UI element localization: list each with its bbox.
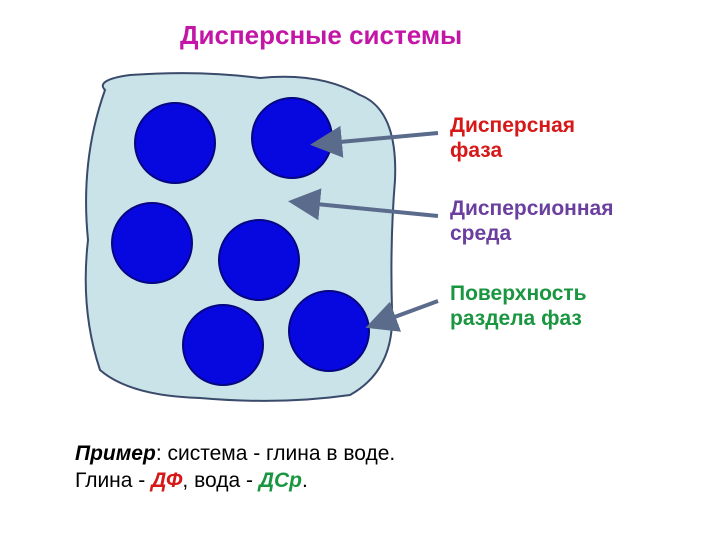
caption-line2-a: Глина - — [75, 469, 151, 492]
label-phase: Дисперсная фаза — [450, 113, 575, 163]
caption-line-1: Пример: система - глина в воде. — [75, 440, 395, 467]
caption-df: ДФ — [151, 469, 182, 492]
particle-2 — [112, 203, 192, 283]
caption-line2-c: . — [302, 469, 308, 492]
caption-line2-b: , вода - — [182, 469, 258, 492]
caption-line1-rest: : система - глина в воде. — [156, 442, 395, 465]
particle-0 — [135, 103, 215, 183]
caption-dsr: ДСр — [259, 469, 302, 492]
caption-line-2: Глина - ДФ, вода - ДСр. — [75, 467, 395, 494]
label-medium: Дисперсионная среда — [450, 196, 613, 246]
particle-5 — [289, 291, 369, 371]
caption-prefix: Пример — [75, 442, 156, 465]
particle-4 — [183, 305, 263, 385]
caption: Пример: система - глина в воде. Глина - … — [75, 440, 395, 495]
label-surface: Поверхность раздела фаз — [450, 281, 587, 331]
particle-3 — [219, 220, 299, 300]
particle-1 — [252, 98, 332, 178]
